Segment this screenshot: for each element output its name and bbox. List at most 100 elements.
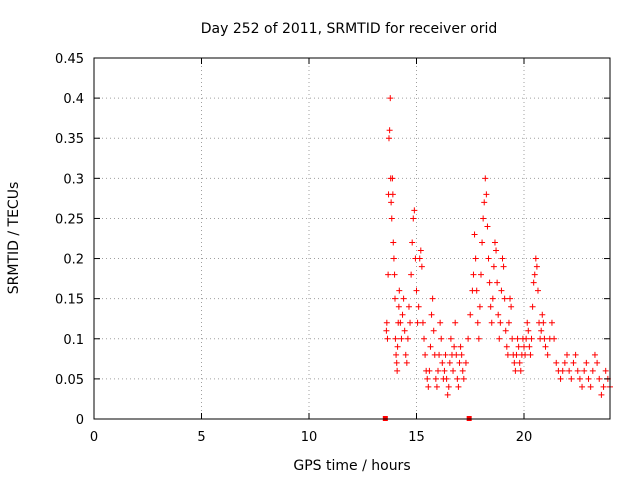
data-point	[471, 231, 478, 238]
data-point	[514, 335, 521, 342]
data-point	[561, 359, 568, 366]
data-point	[455, 383, 462, 390]
data-point	[502, 327, 509, 334]
data-point	[430, 327, 437, 334]
data-point	[598, 391, 605, 398]
data-point	[479, 239, 486, 246]
plot-frame	[93, 57, 611, 420]
data-point	[384, 335, 391, 342]
data-point	[454, 375, 461, 382]
data-point	[503, 343, 510, 350]
data-point	[484, 223, 491, 230]
data-point	[436, 351, 443, 358]
data-point	[383, 327, 390, 334]
data-point	[531, 271, 538, 278]
data-point	[576, 375, 583, 382]
data-point	[390, 255, 397, 262]
data-point	[540, 319, 547, 326]
data-point	[388, 215, 395, 222]
data-point	[395, 303, 402, 310]
data-point	[446, 359, 453, 366]
grid-lines	[94, 58, 610, 419]
data-point	[465, 335, 472, 342]
data-point	[401, 327, 408, 334]
data-point	[529, 303, 536, 310]
data-point	[594, 359, 601, 366]
data-point	[385, 271, 392, 278]
data-point	[501, 295, 508, 302]
data-point	[414, 319, 421, 326]
x-tick-label: 20	[516, 430, 533, 445]
y-tick-label: 0.25	[55, 212, 84, 227]
data-point	[413, 287, 420, 294]
data-point	[548, 319, 555, 326]
data-point	[472, 255, 479, 262]
data-point	[429, 295, 436, 302]
data-point	[494, 279, 501, 286]
data-point	[441, 367, 448, 374]
data-point	[496, 335, 503, 342]
data-point	[478, 271, 484, 278]
data-point	[433, 383, 440, 390]
data-point	[397, 319, 404, 326]
data-point	[393, 359, 400, 366]
data-point	[596, 375, 603, 382]
data-point	[572, 351, 579, 358]
data-point	[476, 303, 483, 310]
data-point	[390, 239, 397, 246]
x-tick-label: 10	[301, 430, 318, 445]
data-point	[475, 335, 482, 342]
data-point	[491, 239, 498, 246]
data-point	[482, 175, 489, 182]
y-tick-label: 0.1	[63, 333, 84, 348]
data-point	[600, 383, 607, 390]
data-point	[500, 263, 507, 270]
data-point	[456, 359, 463, 366]
data-point	[539, 311, 546, 318]
data-point	[480, 215, 487, 222]
data-point	[387, 95, 394, 102]
data-point	[409, 239, 416, 246]
data-points	[383, 95, 613, 398]
data-point	[509, 335, 516, 342]
data-point	[400, 295, 407, 302]
data-point	[486, 279, 493, 286]
data-point	[459, 367, 466, 374]
data-point	[568, 375, 575, 382]
x-tick-label: 0	[90, 430, 98, 445]
data-point	[473, 287, 480, 294]
data-point	[467, 311, 474, 318]
data-point	[538, 327, 545, 334]
data-point	[437, 319, 444, 326]
data-point	[516, 359, 523, 366]
data-point	[460, 375, 467, 382]
data-point	[574, 367, 581, 374]
data-point	[392, 295, 398, 302]
data-point	[499, 255, 506, 262]
data-point	[551, 335, 558, 342]
x-tick-labels: 0 5 10 15 20	[90, 430, 532, 445]
data-point	[453, 351, 460, 358]
data-point	[579, 383, 586, 390]
data-point	[421, 335, 428, 342]
y-tick-labels: 0 0.05 0.1 0.15 0.2 0.25 0.3 0.35 0.4 0.45	[55, 52, 84, 428]
data-point	[557, 375, 564, 382]
data-point	[559, 367, 566, 374]
data-point	[450, 367, 457, 374]
data-point	[522, 351, 529, 358]
data-point	[524, 319, 531, 326]
data-point	[443, 375, 450, 382]
data-point	[483, 191, 490, 198]
data-point	[396, 287, 403, 294]
data-point	[512, 367, 519, 374]
y-tick-label: 0.45	[55, 52, 84, 67]
data-point	[402, 351, 409, 358]
data-point	[530, 279, 537, 286]
data-point	[447, 335, 454, 342]
data-point	[541, 335, 548, 342]
data-point	[389, 175, 396, 182]
data-point	[488, 319, 495, 326]
data-point	[435, 367, 441, 374]
data-point	[407, 319, 414, 326]
